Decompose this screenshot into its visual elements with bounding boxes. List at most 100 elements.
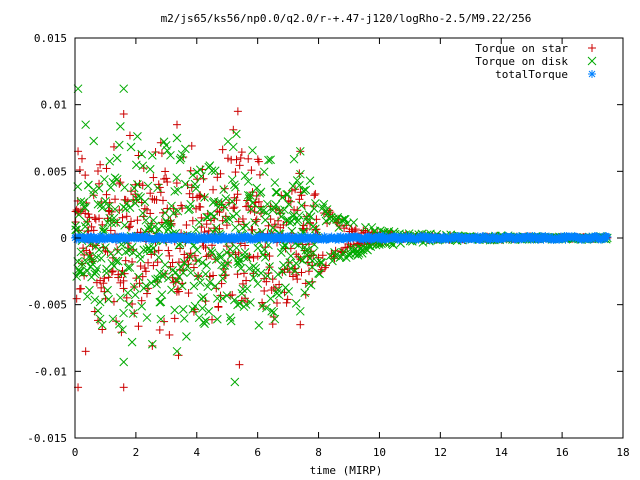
disk-torque-point	[173, 185, 183, 195]
disk-torque-point	[265, 262, 274, 271]
disk-torque-point	[166, 150, 175, 160]
star-torque-point	[196, 202, 205, 211]
star-torque-point	[241, 241, 250, 250]
disk-torque-point	[102, 268, 111, 278]
disk-torque-point	[284, 287, 294, 296]
disk-torque-point	[299, 186, 308, 196]
star-torque-point	[190, 251, 199, 260]
star-torque-point	[195, 192, 204, 201]
disk-torque-point	[150, 222, 159, 232]
disk-torque-point	[121, 247, 131, 257]
star-torque-point	[148, 341, 157, 350]
star-torque-point	[237, 148, 246, 157]
star-torque-point	[293, 275, 302, 284]
star-torque-point	[236, 154, 245, 163]
disk-torque-point	[177, 281, 187, 291]
disk-torque-point	[228, 142, 238, 152]
disk-torque-point	[166, 218, 175, 228]
star-torque-point	[165, 251, 174, 260]
star-torque-point	[102, 164, 111, 173]
disk-torque-point	[205, 278, 215, 287]
star-torque-point	[104, 206, 113, 215]
star-torque-point	[99, 279, 108, 288]
disk-torque-point	[75, 268, 85, 277]
star-torque-point	[87, 222, 96, 231]
star-torque-point	[165, 330, 174, 339]
disk-torque-point	[306, 212, 316, 221]
disk-torque-point	[311, 199, 320, 208]
x-tick-label: 16	[555, 446, 568, 459]
star-torque-point	[153, 258, 162, 267]
disk-torque-point	[263, 199, 272, 209]
disk-torque-point	[178, 305, 188, 314]
disk-torque-point	[295, 146, 305, 156]
star-torque-point	[108, 267, 117, 276]
disk-torque-point	[182, 332, 191, 341]
disk-torque-point	[141, 281, 151, 291]
star-torque-point	[287, 186, 296, 195]
star-torque-point	[98, 325, 107, 334]
disk-torque-point	[190, 301, 200, 311]
disk-torque-point	[261, 208, 271, 217]
disk-torque-point	[277, 193, 287, 202]
disk-torque-point	[118, 325, 127, 335]
star-torque-point	[247, 166, 256, 175]
disk-torque-point	[92, 264, 102, 273]
disk-torque-point	[128, 309, 138, 318]
star-torque-point	[172, 120, 181, 129]
disk-torque-point	[307, 256, 317, 266]
star-torque-point	[122, 293, 131, 302]
star-torque-point	[160, 317, 169, 326]
star-torque-point	[235, 360, 244, 369]
disk-torque-point	[200, 193, 209, 202]
x-tick-label: 0	[72, 446, 79, 459]
disk-torque-point	[152, 279, 161, 289]
disk-torque-point	[279, 260, 288, 270]
axes: 0.015 0.01 0.005 0 -0.005 -0.01 -0.015 0 2 4 6 8 10 1…	[27, 32, 629, 459]
disk-torque-point	[81, 120, 91, 130]
disk-torque-point	[110, 204, 120, 214]
star-torque-point	[95, 214, 104, 223]
star-torque-point	[133, 216, 142, 225]
disk-torque-point	[219, 185, 229, 194]
disk-torque-point	[72, 272, 82, 281]
disk-torque-point	[276, 248, 286, 257]
disk-torque-point	[283, 189, 293, 199]
disk-torque-point	[97, 203, 107, 213]
disk-torque-point	[267, 306, 277, 316]
star-torque-point	[249, 253, 258, 262]
star-torque-point	[125, 222, 134, 231]
disk-torque-point	[137, 149, 147, 159]
star-torque-point	[185, 189, 194, 198]
star-torque-point	[81, 209, 90, 218]
disk-torque-point	[104, 294, 113, 304]
disk-torque-point	[251, 267, 261, 277]
legend-marker	[587, 56, 597, 66]
y-tick-label: -0.015	[27, 432, 67, 445]
star-torque-point	[106, 226, 115, 235]
star-torque-point	[119, 276, 128, 285]
disk-torque-point	[309, 204, 319, 213]
star-torque-point	[81, 347, 90, 356]
disk-torque-point	[334, 223, 344, 232]
disk-torque-point	[326, 213, 336, 222]
star-torque-point	[148, 194, 157, 203]
disk-torque-point	[156, 297, 166, 307]
star-torque-point	[117, 328, 126, 337]
disk-torque-point	[234, 259, 243, 269]
star-torque-point	[80, 271, 89, 280]
disk-torque-point	[303, 217, 313, 227]
disk-torque-point	[276, 212, 286, 221]
disk-torque-point	[319, 199, 329, 209]
star-torque-point	[214, 302, 223, 311]
disk-torque-point	[242, 253, 252, 263]
star-torque-point	[169, 278, 178, 287]
star-torque-point	[109, 142, 118, 151]
star-torque-point	[141, 267, 150, 276]
star-torque-point	[155, 325, 164, 334]
disk-torque-point	[186, 199, 196, 209]
disk-torque-point	[153, 274, 163, 284]
disk-torque-point	[301, 185, 311, 195]
star-torque-point	[274, 216, 283, 225]
disk-torque-point	[133, 180, 142, 189]
